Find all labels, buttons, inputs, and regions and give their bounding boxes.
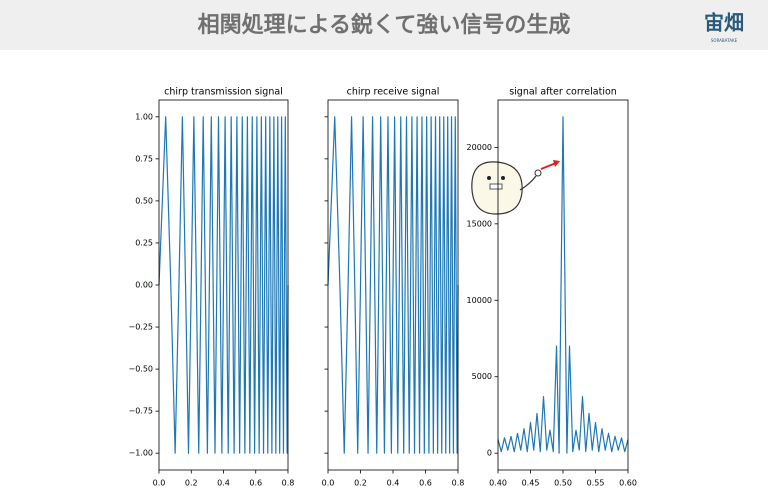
- plot-title: chirp receive signal: [347, 87, 440, 98]
- pointer-arrow-head: [553, 160, 560, 167]
- y-tick-label: 0.25: [135, 238, 153, 247]
- y-tick-label: 0: [487, 449, 492, 458]
- y-tick-label: 15000: [467, 219, 492, 228]
- pointer-arrow: [540, 162, 557, 170]
- x-tick-label: 0.50: [554, 479, 572, 488]
- signal-line: [497, 116, 629, 454]
- axes-frame: [158, 99, 289, 471]
- y-tick-label: 0.00: [135, 281, 153, 290]
- y-tick-label: −0.25: [128, 323, 153, 332]
- x-tick-label: 0.6: [249, 479, 262, 488]
- x-tick-label: 0.45: [522, 479, 540, 488]
- mascot-mouth: [489, 183, 503, 190]
- x-tick-label: 0.2: [354, 479, 367, 488]
- y-tick-label: 20000: [467, 143, 492, 152]
- x-tick-label: 0.55: [587, 479, 605, 488]
- y-tick-label: 0.75: [135, 154, 153, 163]
- x-tick-label: 0.4: [217, 479, 230, 488]
- y-tick-label: 1.00: [135, 112, 153, 121]
- x-tick-label: 0.40: [489, 479, 507, 488]
- axes-frame: [497, 99, 629, 471]
- mascot-eye: [487, 176, 491, 180]
- y-tick-label: 5000: [472, 372, 492, 381]
- x-tick-label: 0.2: [185, 479, 198, 488]
- signal-line: [327, 116, 459, 454]
- mascot-eye: [501, 176, 505, 180]
- logo: 宙畑: [704, 11, 744, 35]
- header-bar: [0, 0, 768, 50]
- axes-frame: [327, 99, 459, 471]
- x-tick-label: 0.0: [322, 479, 335, 488]
- y-tick-label: −0.50: [128, 365, 153, 374]
- y-tick-label: −0.75: [128, 407, 153, 416]
- logo-sub: SORABATAKE: [711, 38, 738, 43]
- mascot-arm: [519, 175, 537, 191]
- slide-title: 相関処理による鋭くて強い信号の生成: [198, 12, 571, 38]
- signal-line: [158, 116, 289, 454]
- y-tick-label: 0.50: [135, 196, 153, 205]
- x-tick-label: 0.6: [419, 479, 432, 488]
- x-tick-label: 0.8: [452, 479, 465, 488]
- x-tick-label: 0.8: [282, 479, 295, 488]
- y-tick-label: 10000: [467, 296, 492, 305]
- x-tick-label: 0.0: [153, 479, 166, 488]
- x-tick-label: 0.60: [619, 479, 637, 488]
- mascot-hand: [534, 169, 542, 177]
- x-tick-label: 0.4: [387, 479, 400, 488]
- mascot: [471, 160, 560, 215]
- plot-title: signal after correlation: [509, 87, 617, 98]
- y-tick-label: −1.00: [128, 449, 153, 458]
- plot-title: chirp transmission signal: [164, 87, 283, 98]
